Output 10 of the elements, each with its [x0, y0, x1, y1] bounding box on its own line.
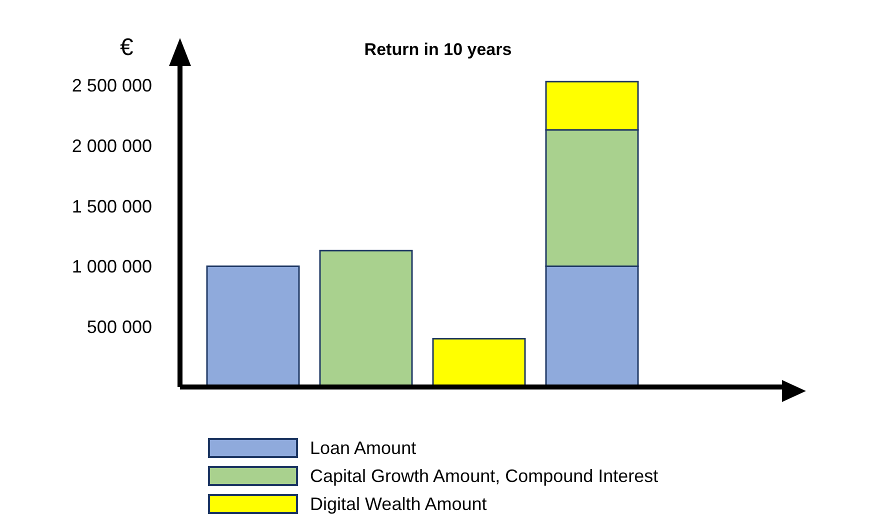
y-tick-label: 2 000 000: [72, 136, 152, 156]
y-tick-label: 2 500 000: [72, 76, 152, 96]
y-axis-title: €: [120, 34, 134, 62]
y-tick-label: 500 000: [86, 317, 152, 338]
legend-label: Digital Wealth Amount: [310, 494, 487, 514]
y-tick-label: 1 000 000: [72, 256, 152, 277]
legend-label: Loan Amount: [310, 438, 416, 458]
chart-title: Return in 10 years: [364, 40, 512, 59]
legend-label: Capital Growth Amount, Compound Interest: [310, 466, 658, 486]
y-tick-label: 1 500 000: [72, 196, 152, 216]
